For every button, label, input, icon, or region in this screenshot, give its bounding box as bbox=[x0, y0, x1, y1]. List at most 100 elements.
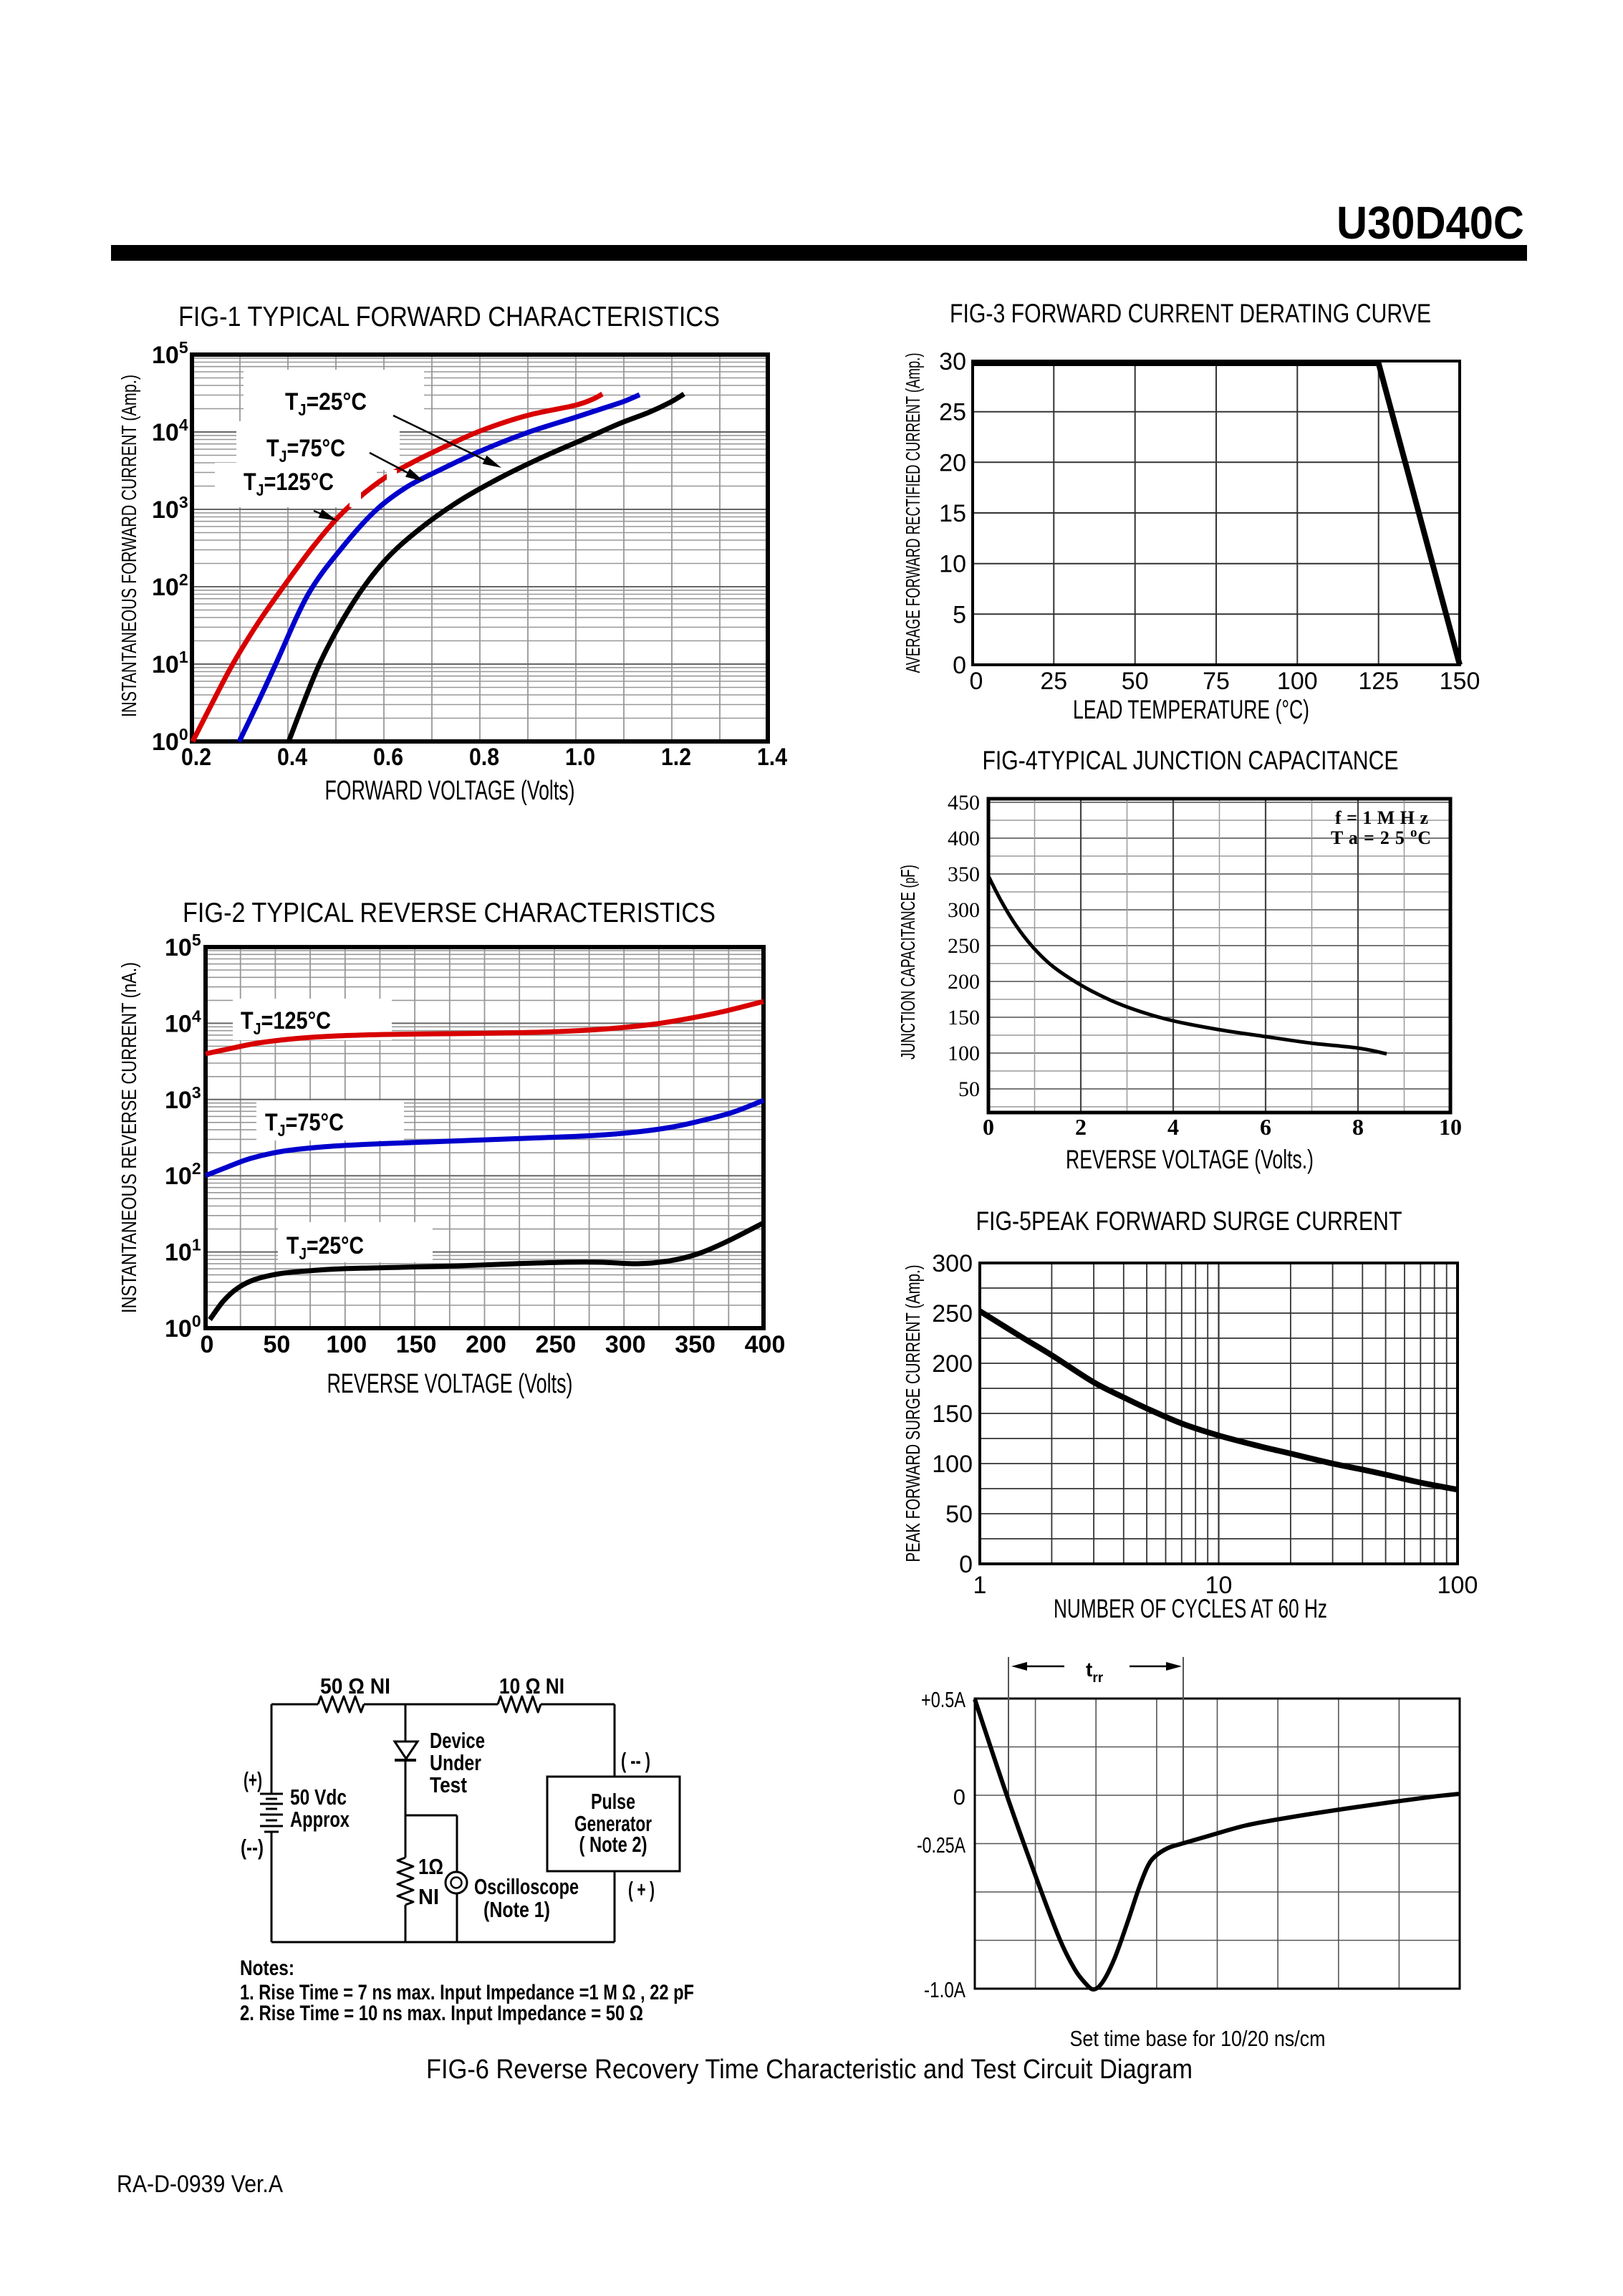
svg-text:200: 200 bbox=[948, 970, 980, 994]
svg-text:20: 20 bbox=[939, 449, 966, 476]
svg-text:FORWARD VOLTAGE (Volts): FORWARD VOLTAGE (Volts) bbox=[325, 776, 575, 806]
svg-text:(+): (+) bbox=[244, 1767, 262, 1792]
svg-text:Oscilloscope: Oscilloscope bbox=[474, 1874, 579, 1899]
svg-text:INSTANTANEOUS FORWARD CURRENT: INSTANTANEOUS FORWARD CURRENT (Amp.) bbox=[118, 375, 141, 717]
svg-text:LEAD TEMPERATURE (°C): LEAD TEMPERATURE (°C) bbox=[1073, 695, 1309, 724]
svg-text:50: 50 bbox=[958, 1077, 980, 1101]
svg-text:TJ=25°C: TJ=25°C bbox=[286, 1232, 364, 1263]
svg-text:300: 300 bbox=[932, 1250, 973, 1277]
svg-text:5: 5 bbox=[953, 601, 966, 628]
svg-text:250: 250 bbox=[948, 934, 980, 958]
svg-text:75: 75 bbox=[1203, 668, 1230, 695]
svg-text:250: 250 bbox=[536, 1331, 577, 1358]
svg-text:RA-D-0939 Ver.A: RA-D-0939 Ver.A bbox=[117, 2171, 283, 2198]
svg-text:0: 0 bbox=[953, 652, 966, 679]
svg-text:0.8: 0.8 bbox=[469, 744, 499, 771]
svg-text:1.4: 1.4 bbox=[757, 744, 787, 771]
svg-text:50: 50 bbox=[263, 1331, 290, 1358]
svg-text:FIG-6 Reverse Recovery Time Ch: FIG-6 Reverse Recovery Time Characterist… bbox=[426, 2055, 1193, 2085]
svg-text:Device: Device bbox=[430, 1728, 485, 1753]
svg-text:10: 10 bbox=[939, 551, 966, 578]
svg-text:1: 1 bbox=[973, 1572, 987, 1599]
svg-text:Generator: Generator bbox=[574, 1811, 652, 1836]
svg-text:REVERSE VOLTAGE (Volts): REVERSE VOLTAGE (Volts) bbox=[327, 1369, 573, 1399]
svg-text:Approx: Approx bbox=[290, 1807, 350, 1832]
svg-text:50 Ω NI: 50 Ω NI bbox=[320, 1673, 390, 1699]
svg-text:200: 200 bbox=[466, 1331, 506, 1358]
svg-text:2. Rise Time = 10 ns max. Inpu: 2. Rise Time = 10 ns max. Input Impedanc… bbox=[240, 2002, 643, 2025]
svg-text:25: 25 bbox=[939, 399, 966, 426]
svg-text:25: 25 bbox=[1040, 668, 1067, 695]
svg-text:1Ω: 1Ω bbox=[418, 1854, 443, 1879]
svg-text:Notes:: Notes: bbox=[240, 1956, 294, 1980]
svg-text:+0.5A: +0.5A bbox=[921, 1687, 965, 1712]
svg-text:NUMBER OF CYCLES AT 60 Hz: NUMBER OF CYCLES AT 60 Hz bbox=[1054, 1594, 1327, 1623]
svg-text:1.0: 1.0 bbox=[565, 744, 595, 771]
svg-text:REVERSE VOLTAGE (Volts.): REVERSE VOLTAGE (Volts.) bbox=[1066, 1145, 1314, 1174]
svg-text:JUNCTION CAPACITANCE (pF): JUNCTION CAPACITANCE (pF) bbox=[897, 865, 919, 1060]
svg-text:10: 10 bbox=[1439, 1114, 1462, 1140]
svg-text:400: 400 bbox=[745, 1331, 786, 1358]
svg-text:0: 0 bbox=[201, 1331, 214, 1358]
svg-text:FIG-5PEAK FORWARD SURGE CURREN: FIG-5PEAK FORWARD SURGE CURRENT bbox=[976, 1206, 1402, 1236]
svg-text:PEAK FORWARD SURGE CURRENT (Am: PEAK FORWARD SURGE CURRENT (Amp.) bbox=[902, 1265, 924, 1562]
svg-text:( -- ): ( -- ) bbox=[621, 1748, 650, 1773]
svg-text:150: 150 bbox=[948, 1006, 980, 1029]
svg-text:1.2: 1.2 bbox=[661, 744, 691, 771]
svg-text:400: 400 bbox=[948, 827, 980, 850]
svg-text:FIG-1 TYPICAL FORWARD CHARACTE: FIG-1 TYPICAL FORWARD CHARACTERISTICS bbox=[178, 302, 720, 332]
svg-text:50 Vdc: 50 Vdc bbox=[290, 1785, 347, 1810]
svg-text:0.6: 0.6 bbox=[373, 744, 403, 771]
svg-text:(Note 1): (Note 1) bbox=[483, 1897, 550, 1922]
svg-text:0: 0 bbox=[970, 668, 983, 695]
svg-text:200: 200 bbox=[932, 1350, 973, 1378]
svg-text:TJ=75°C: TJ=75°C bbox=[266, 435, 345, 466]
svg-text:10 Ω NI: 10 Ω NI bbox=[499, 1673, 564, 1699]
svg-text:TJ=75°C: TJ=75°C bbox=[265, 1109, 344, 1140]
svg-text:f = 1 M H z: f = 1 M H z bbox=[1335, 807, 1428, 828]
svg-text:-1.0A: -1.0A bbox=[924, 1977, 965, 2002]
svg-text:AVERAGE FORWARD RECTIFIED CURR: AVERAGE FORWARD RECTIFIED CURRENT (Amp.) bbox=[902, 353, 924, 673]
svg-text:350: 350 bbox=[675, 1331, 716, 1358]
svg-text:10: 10 bbox=[1205, 1572, 1233, 1599]
svg-text:0.2: 0.2 bbox=[181, 744, 211, 771]
svg-text:125: 125 bbox=[1358, 668, 1399, 695]
svg-text:30: 30 bbox=[939, 348, 966, 375]
svg-text:450: 450 bbox=[948, 791, 980, 815]
svg-text:6: 6 bbox=[1260, 1114, 1271, 1140]
svg-text:100: 100 bbox=[326, 1331, 367, 1358]
svg-text:102: 102 bbox=[152, 570, 188, 601]
svg-text:300: 300 bbox=[948, 898, 980, 922]
svg-text:300: 300 bbox=[605, 1331, 646, 1358]
svg-text:2: 2 bbox=[1075, 1114, 1087, 1140]
svg-text:150: 150 bbox=[396, 1331, 437, 1358]
svg-text:( Note 2): ( Note 2) bbox=[579, 1832, 647, 1857]
svg-text:-0.25A: -0.25A bbox=[917, 1833, 965, 1858]
svg-text:Pulse: Pulse bbox=[591, 1789, 635, 1814]
svg-text:0.4: 0.4 bbox=[277, 744, 307, 771]
svg-text:0: 0 bbox=[953, 1785, 965, 1810]
svg-text:TJ=125°C: TJ=125°C bbox=[241, 1007, 331, 1038]
svg-text:FIG-4TYPICAL JUNCTION CAPACITA: FIG-4TYPICAL JUNCTION CAPACITANCE bbox=[983, 746, 1399, 775]
svg-text:Under: Under bbox=[430, 1750, 481, 1775]
svg-text:50: 50 bbox=[1122, 668, 1149, 695]
svg-text:0: 0 bbox=[983, 1114, 994, 1140]
svg-text:50: 50 bbox=[945, 1501, 973, 1528]
svg-text:8: 8 bbox=[1352, 1114, 1364, 1140]
svg-text:100: 100 bbox=[1277, 668, 1318, 695]
svg-text:U30D40C: U30D40C bbox=[1337, 197, 1524, 249]
svg-text:0: 0 bbox=[959, 1551, 973, 1578]
svg-text:1. Rise Time = 7 ns max. Input: 1. Rise Time = 7 ns max. Input Impedance… bbox=[240, 1981, 694, 2004]
svg-text:FIG-2 TYPICAL REVERSE CHARACTE: FIG-2 TYPICAL REVERSE CHARACTERISTICS bbox=[183, 898, 716, 928]
svg-text:100: 100 bbox=[932, 1451, 973, 1478]
svg-text:15: 15 bbox=[939, 500, 966, 527]
svg-text:NI: NI bbox=[418, 1884, 439, 1909]
svg-text:150: 150 bbox=[1440, 668, 1480, 695]
svg-text:350: 350 bbox=[948, 863, 980, 886]
svg-text:TJ=25°C: TJ=25°C bbox=[285, 388, 367, 419]
svg-text:( + ): ( + ) bbox=[628, 1877, 655, 1902]
svg-text:FIG-3 FORWARD CURRENT DERATING: FIG-3 FORWARD CURRENT DERATING CURVE bbox=[950, 299, 1431, 328]
svg-text:Set time base for 10/20 ns/cm: Set time base for 10/20 ns/cm bbox=[1070, 2026, 1326, 2051]
svg-text:100: 100 bbox=[948, 1042, 980, 1065]
svg-text:INSTANTANEOUS REVERSE CURRENT: INSTANTANEOUS REVERSE CURRENT (nA.) bbox=[118, 962, 141, 1313]
